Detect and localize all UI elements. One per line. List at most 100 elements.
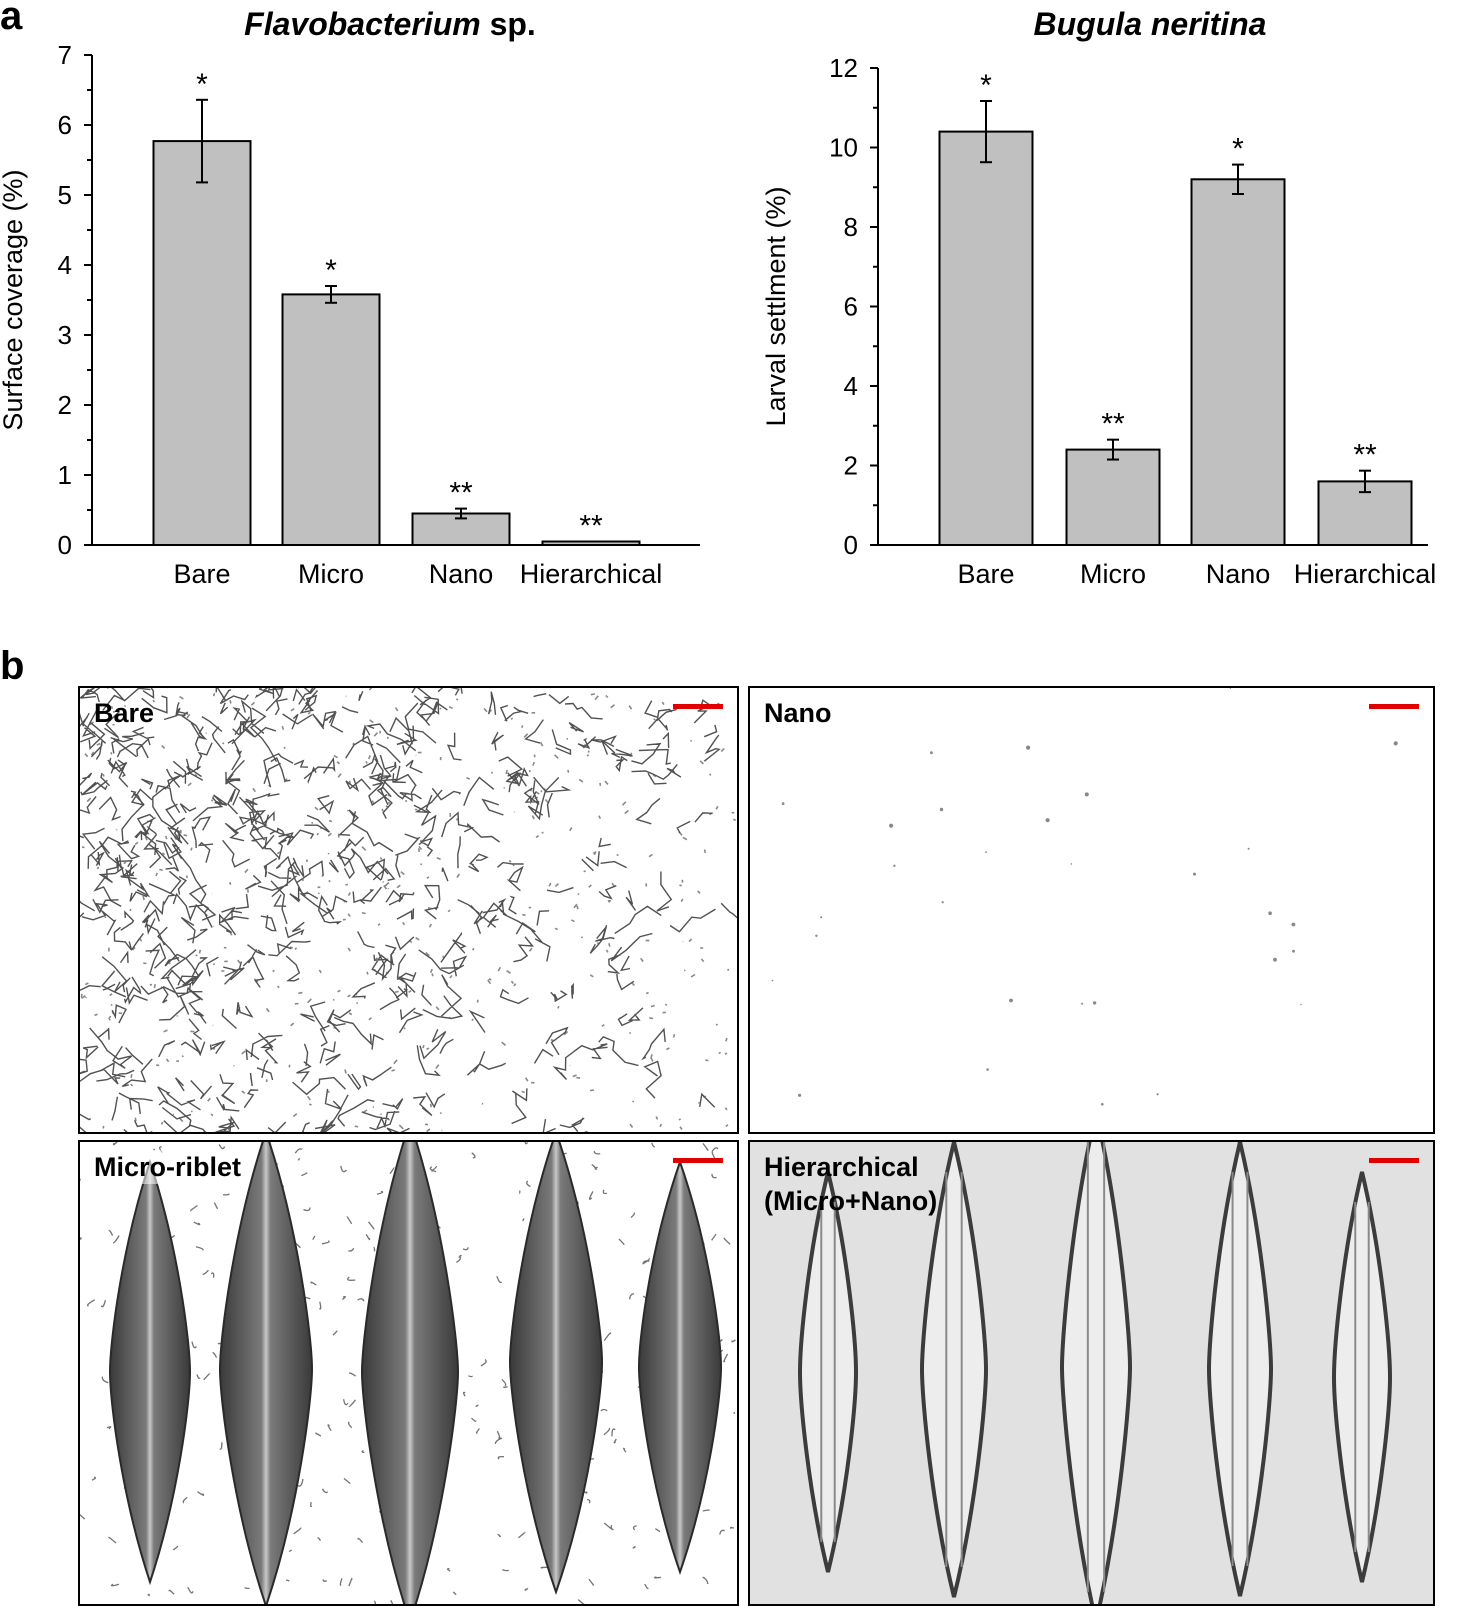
particle: [1101, 1103, 1104, 1106]
significance-marker: **: [1101, 408, 1125, 441]
significance-marker: *: [980, 69, 992, 102]
particle: [781, 802, 785, 805]
micrograph-micro-riblet: Micro-riblet: [78, 1140, 739, 1606]
particle: [1009, 998, 1013, 1003]
particle: [986, 1068, 989, 1071]
significance-marker: **: [1353, 439, 1377, 472]
particle: [1084, 792, 1089, 797]
bar: [1190, 178, 1286, 547]
y-tick-label: 0: [844, 530, 858, 560]
y-tick-label: 0: [58, 530, 72, 560]
y-tick-label: 3: [58, 320, 72, 350]
scale-bar: [673, 704, 723, 709]
particle: [1273, 957, 1277, 962]
riblet: [218, 1142, 314, 1604]
riblet: [108, 1158, 192, 1586]
particle: [771, 979, 774, 982]
chart-title-flavobacterium: Flavobacterium sp.: [240, 6, 540, 43]
y-tick-label: 6: [844, 292, 858, 322]
bar-chart-larval-settlement: 0 2 4 6 8 10 12 Larval settlment (%) * Bare ** Micr…: [761, 53, 1437, 589]
x-tick-label: Bare: [957, 559, 1014, 589]
micrograph-label: Hierarchical (Micro+Nano): [764, 1152, 938, 1216]
bar: [152, 140, 252, 546]
x-tick-label: Micro: [298, 559, 364, 589]
y-axis-label: Larval settlment (%): [761, 186, 791, 426]
y-tick-label: 4: [844, 371, 858, 401]
particle: [1081, 1002, 1084, 1005]
particle: [1156, 1093, 1159, 1096]
particle: [941, 901, 944, 904]
particle: [1193, 872, 1196, 876]
micrograph-bare: Bare: [78, 686, 739, 1134]
micrograph-label: Nano: [764, 698, 832, 728]
sparse-particle-texture: [771, 688, 1398, 1106]
particle: [930, 751, 933, 755]
scale-bar: [1369, 704, 1419, 709]
particle: [985, 851, 987, 853]
bar: [541, 540, 641, 546]
riblet: [1331, 1171, 1393, 1583]
y-tick-label: 7: [58, 40, 72, 70]
y-tick-label: 6: [58, 110, 72, 140]
y-tick-label: 4: [58, 250, 72, 280]
chart-title-italic: Flavobacterium: [244, 6, 481, 42]
bar: [1065, 448, 1161, 547]
micrograph-label: Micro-riblet: [94, 1150, 242, 1184]
particle: [1300, 1003, 1302, 1006]
x-tick-label: Nano: [429, 559, 494, 589]
particle: [1070, 863, 1073, 865]
particle: [798, 1093, 802, 1097]
micrograph-nano: Nano: [748, 686, 1435, 1134]
particle: [1291, 922, 1296, 927]
chart-title-bugula: Bugula neritina: [1000, 6, 1300, 43]
particle: [893, 864, 896, 867]
scale-bar: [1369, 1158, 1419, 1163]
y-tick-label: 12: [829, 53, 858, 83]
significance-marker: **: [579, 510, 603, 543]
particle: [1247, 847, 1250, 850]
particle: [1229, 688, 1231, 689]
bar: [281, 293, 381, 546]
bar: [938, 130, 1034, 546]
particle: [1045, 818, 1050, 823]
particle: [815, 934, 818, 937]
particle: [1026, 745, 1031, 750]
riblet: [919, 1142, 989, 1598]
y-tick-label: 8: [844, 212, 858, 242]
particle: [1092, 1001, 1097, 1005]
riblet: [360, 1142, 460, 1604]
significance-marker: *: [325, 254, 337, 287]
y-tick-label: 10: [829, 133, 858, 163]
hierarchical-riblet-texture: [797, 1142, 1393, 1604]
x-tick-label: Hierarchical: [1294, 559, 1437, 589]
x-tick-label: Hierarchical: [520, 559, 663, 589]
y-tick-label: 5: [58, 180, 72, 210]
particle: [939, 807, 944, 812]
biofilm-texture: [80, 688, 737, 1132]
riblet: [797, 1171, 859, 1573]
bar-chart-surface-coverage: 0 1 2 3 4 5 6 7 Surface coverage (%) * Bare * Micro *…: [0, 40, 700, 589]
panel-letter-b: b: [0, 644, 25, 688]
y-tick-label: 2: [58, 390, 72, 420]
particle: [1268, 911, 1272, 915]
micrograph-label: Bare: [94, 698, 155, 728]
y-tick-label: 1: [58, 460, 72, 490]
x-tick-label: Micro: [1080, 559, 1146, 589]
significance-marker: **: [449, 477, 473, 510]
biofilm-strands: [80, 688, 737, 1132]
riblet: [508, 1142, 604, 1596]
scale-bar: [673, 1158, 723, 1163]
particle: [889, 823, 894, 828]
x-tick-label: Nano: [1206, 559, 1271, 589]
particle: [1393, 741, 1398, 746]
particle: [820, 916, 823, 919]
riblet-texture: [80, 1142, 737, 1604]
chart-title-suffix: sp.: [480, 6, 536, 42]
panel-letter-a: a: [0, 0, 23, 38]
riblet: [1059, 1142, 1133, 1604]
riblet: [637, 1158, 723, 1576]
significance-marker: *: [196, 68, 208, 101]
riblet: [1206, 1142, 1274, 1597]
y-axis-label: Surface coverage (%): [0, 169, 28, 430]
